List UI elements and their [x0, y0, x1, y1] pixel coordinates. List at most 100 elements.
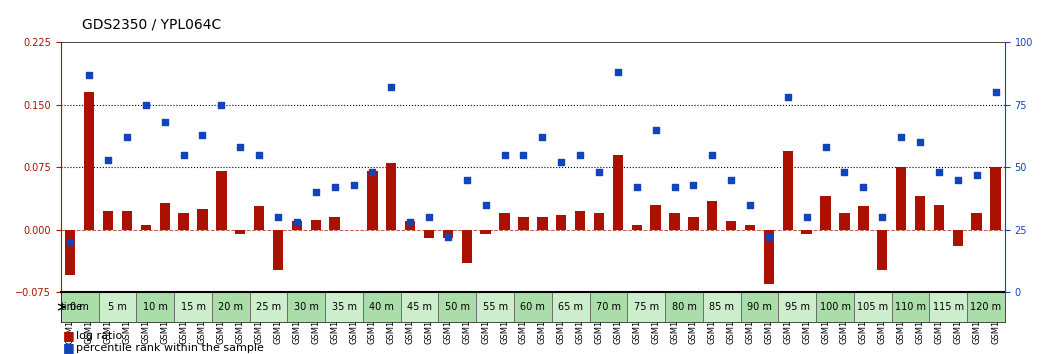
Bar — [594, 213, 604, 230]
Text: log ratio: log ratio — [76, 331, 122, 341]
Bar — [971, 213, 982, 230]
Bar — [424, 230, 434, 238]
Bar — [801, 230, 812, 234]
Point — [496, 152, 513, 158]
Bar — [665, 292, 703, 322]
Text: 25 m: 25 m — [256, 302, 281, 312]
Bar — [61, 292, 99, 322]
Point — [685, 182, 702, 188]
Point — [930, 170, 947, 175]
Point — [383, 85, 400, 90]
Bar — [99, 292, 136, 322]
Text: 20 m: 20 m — [218, 302, 243, 312]
Point — [232, 144, 249, 150]
Bar — [178, 213, 189, 230]
Bar — [854, 292, 892, 322]
Bar — [952, 230, 963, 246]
Text: 65 m: 65 m — [558, 302, 583, 312]
Text: 30 m: 30 m — [294, 302, 319, 312]
Bar — [688, 217, 699, 230]
Text: 40 m: 40 m — [369, 302, 394, 312]
Point — [515, 152, 532, 158]
Bar — [499, 213, 510, 230]
Point — [912, 139, 928, 145]
Bar — [650, 205, 661, 230]
Bar — [707, 200, 718, 230]
Bar — [216, 171, 227, 230]
Bar — [273, 230, 283, 270]
Bar — [552, 292, 590, 322]
Point — [761, 234, 777, 240]
Point — [100, 157, 116, 162]
Point — [458, 177, 475, 183]
Text: 35 m: 35 m — [331, 302, 357, 312]
Point — [968, 172, 985, 178]
Point — [949, 177, 966, 183]
Bar — [877, 230, 887, 270]
Point — [251, 152, 267, 158]
Point — [421, 214, 437, 220]
Bar — [287, 292, 325, 322]
Point — [307, 189, 324, 195]
Point — [62, 239, 79, 245]
Point — [893, 135, 909, 140]
Bar — [405, 221, 415, 230]
Bar — [212, 292, 250, 322]
Bar — [325, 292, 363, 322]
Point — [723, 177, 740, 183]
Point — [175, 152, 192, 158]
Point — [156, 120, 173, 125]
Point — [742, 202, 758, 207]
Text: ■: ■ — [63, 329, 74, 342]
Text: GDS2350 / YPL064C: GDS2350 / YPL064C — [82, 18, 221, 32]
Bar — [311, 220, 321, 230]
Text: ■: ■ — [63, 341, 74, 354]
Bar — [84, 92, 94, 230]
Point — [534, 135, 551, 140]
Bar — [401, 292, 438, 322]
Bar — [476, 292, 514, 322]
Bar — [627, 292, 665, 322]
Bar — [386, 163, 397, 230]
Bar — [103, 211, 113, 230]
Bar — [839, 213, 850, 230]
Bar — [556, 215, 566, 230]
Point — [572, 152, 588, 158]
Bar — [462, 230, 472, 263]
Bar — [590, 292, 627, 322]
Bar — [726, 221, 736, 230]
Bar — [575, 211, 585, 230]
Text: 85 m: 85 m — [709, 302, 734, 312]
Text: 60 m: 60 m — [520, 302, 545, 312]
Bar — [990, 167, 1001, 230]
Bar — [292, 221, 302, 230]
Bar — [480, 230, 491, 234]
Text: 115 m: 115 m — [933, 302, 964, 312]
Point — [194, 132, 211, 138]
Bar — [443, 230, 453, 238]
Text: 45 m: 45 m — [407, 302, 432, 312]
Point — [798, 214, 815, 220]
Bar — [967, 292, 1005, 322]
Bar — [367, 171, 378, 230]
Point — [855, 184, 872, 190]
Bar — [896, 167, 906, 230]
Text: 0 m: 0 m — [70, 302, 89, 312]
Bar — [518, 217, 529, 230]
Bar — [703, 292, 741, 322]
Bar — [254, 206, 264, 230]
Bar — [174, 292, 212, 322]
Bar — [915, 196, 925, 230]
Bar — [934, 205, 944, 230]
Point — [440, 234, 456, 240]
Point — [477, 202, 494, 207]
Bar — [514, 292, 552, 322]
Text: 90 m: 90 m — [747, 302, 772, 312]
Text: percentile rank within the sample: percentile rank within the sample — [76, 343, 263, 353]
Bar — [363, 292, 401, 322]
Point — [553, 159, 570, 165]
Point — [288, 219, 305, 225]
Text: 100 m: 100 m — [819, 302, 851, 312]
Bar — [122, 211, 132, 230]
Text: 95 m: 95 m — [785, 302, 810, 312]
